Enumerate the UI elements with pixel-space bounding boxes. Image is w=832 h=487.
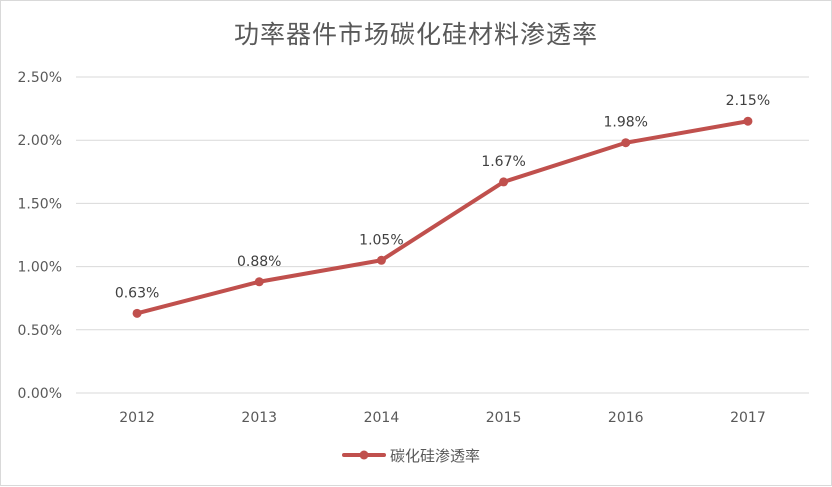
- data-label: 2.15%: [726, 93, 770, 109]
- data-label: 1.05%: [359, 232, 403, 248]
- x-tick-label: 2016: [608, 410, 644, 426]
- y-tick-label: 0.50%: [18, 323, 62, 339]
- data-point: [376, 255, 386, 265]
- x-tick-label: 2013: [241, 410, 277, 426]
- legend-label: 碳化硅渗透率: [390, 447, 480, 465]
- data-point: [499, 177, 509, 187]
- data-point: [621, 138, 631, 148]
- y-tick-label: 2.00%: [18, 133, 62, 149]
- data-point: [254, 277, 264, 287]
- y-tick-label: 0.00%: [18, 386, 62, 402]
- data-label: 1.67%: [481, 154, 525, 170]
- data-label: 0.63%: [115, 285, 159, 301]
- data-label: 0.88%: [237, 254, 281, 270]
- x-tick-label: 2015: [486, 410, 522, 426]
- x-tick-label: 2012: [119, 410, 155, 426]
- y-tick-label: 1.50%: [18, 196, 62, 212]
- y-tick-label: 1.00%: [18, 260, 62, 276]
- chart-title: 功率器件市场碳化硅材料渗透率: [233, 20, 598, 49]
- x-tick-label: 2017: [730, 410, 766, 426]
- data-point: [132, 308, 142, 318]
- y-tick-label: 2.50%: [18, 70, 62, 86]
- data-point: [743, 116, 753, 126]
- legend-marker: [359, 450, 369, 460]
- series-line: [135, 119, 750, 316]
- data-label: 1.98%: [604, 115, 648, 131]
- x-tick-label: 2014: [364, 410, 400, 426]
